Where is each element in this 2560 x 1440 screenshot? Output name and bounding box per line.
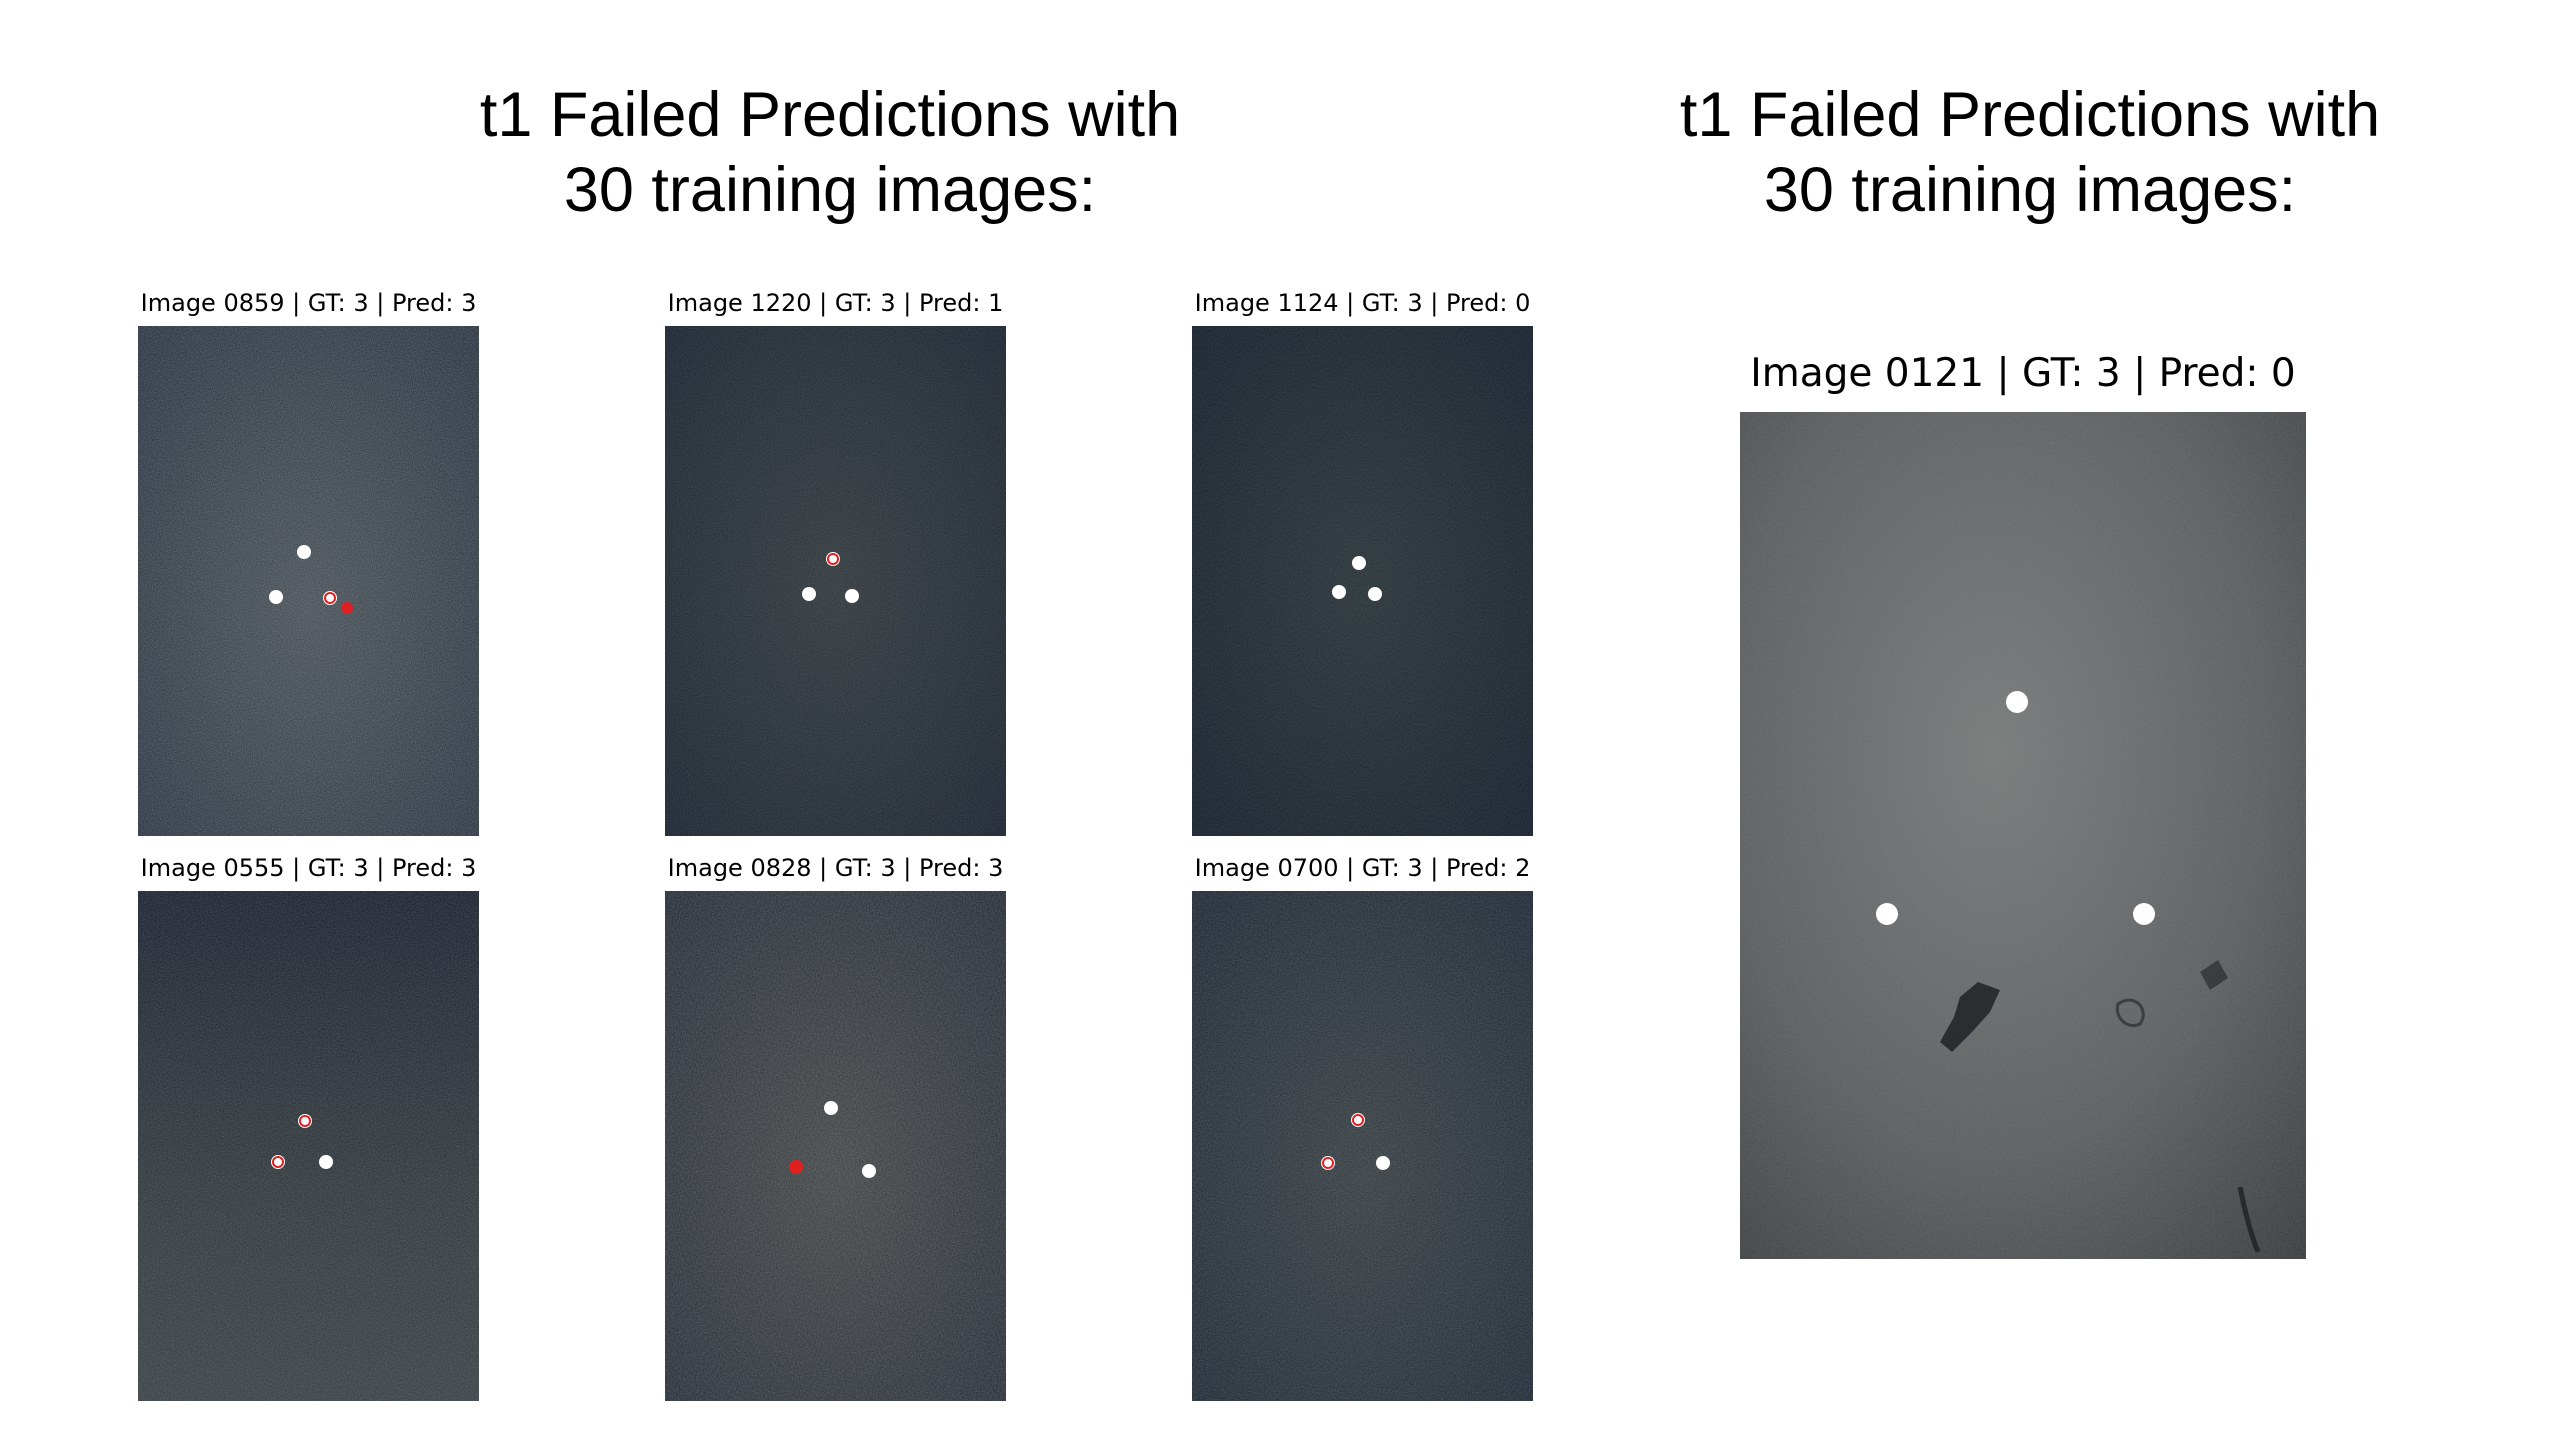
prediction-panel-0121: Image 0121 | GT: 3 | Pred: 0 [1740, 351, 2306, 1259]
gt-marker [845, 589, 859, 603]
gt-marker [319, 1155, 333, 1169]
pred-marker [1352, 1114, 1364, 1126]
seafloor-image [665, 326, 1006, 836]
pred-marker [789, 1160, 803, 1174]
sediment-disturbance [1940, 982, 2000, 1052]
seafloor-image [1192, 891, 1533, 1401]
gt-marker [2006, 691, 2028, 713]
gt-marker [802, 587, 816, 601]
sediment-disturbance [2200, 960, 2228, 990]
pred-marker [341, 602, 353, 614]
gt-marker [1876, 903, 1898, 925]
panel-caption: Image 0859 | GT: 3 | Pred: 3 [140, 289, 477, 317]
heading-right-line-2: 30 training images: [1763, 155, 2297, 225]
gt-marker [2133, 903, 2155, 925]
gt-marker [824, 1101, 838, 1115]
pred-marker [324, 592, 336, 604]
heading-left: t1 Failed Predictions with 30 training i… [430, 78, 1230, 228]
gt-marker [269, 590, 283, 604]
panel-caption: Image 0121 | GT: 3 | Pred: 0 [1750, 351, 2296, 396]
pred-marker [1322, 1157, 1334, 1169]
prediction-panel-0859: Image 0859 | GT: 3 | Pred: 3 [138, 289, 479, 836]
seafloor-image [138, 891, 479, 1401]
gt-marker [862, 1164, 876, 1178]
pred-marker [827, 553, 839, 565]
prediction-panel-0700: Image 0700 | GT: 3 | Pred: 2 [1192, 854, 1533, 1401]
seafloor-image [138, 326, 479, 836]
heading-left-line-1: t1 Failed Predictions with [479, 80, 1181, 150]
prediction-panel-1124: Image 1124 | GT: 3 | Pred: 0 [1192, 289, 1533, 836]
prediction-panel-0555: Image 0555 | GT: 3 | Pred: 3 [138, 854, 479, 1401]
panel-caption: Image 0555 | GT: 3 | Pred: 3 [140, 854, 477, 882]
gt-marker [1376, 1156, 1390, 1170]
seafloor-image [1192, 326, 1533, 836]
gt-marker [1332, 585, 1346, 599]
seafloor-image [1740, 412, 2306, 1259]
gt-marker [297, 545, 311, 559]
panel-caption: Image 1220 | GT: 3 | Pred: 1 [667, 289, 1004, 317]
sediment-disturbance [2115, 998, 2145, 1027]
seafloor-image [665, 891, 1006, 1401]
prediction-panel-1220: Image 1220 | GT: 3 | Pred: 1 [665, 289, 1006, 836]
pred-marker [272, 1156, 284, 1168]
sediment-disturbance [2237, 1186, 2261, 1253]
panel-caption: Image 0828 | GT: 3 | Pred: 3 [667, 854, 1004, 882]
pred-marker [299, 1115, 311, 1127]
gt-marker [1368, 587, 1382, 601]
panel-caption: Image 1124 | GT: 3 | Pred: 0 [1194, 289, 1531, 317]
heading-left-line-2: 30 training images: [563, 155, 1097, 225]
prediction-panel-0828: Image 0828 | GT: 3 | Pred: 3 [665, 854, 1006, 1401]
heading-right-line-1: t1 Failed Predictions with [1679, 80, 2381, 150]
gt-marker [1352, 556, 1366, 570]
panel-caption: Image 0700 | GT: 3 | Pred: 2 [1194, 854, 1531, 882]
heading-right: t1 Failed Predictions with 30 training i… [1630, 78, 2430, 228]
